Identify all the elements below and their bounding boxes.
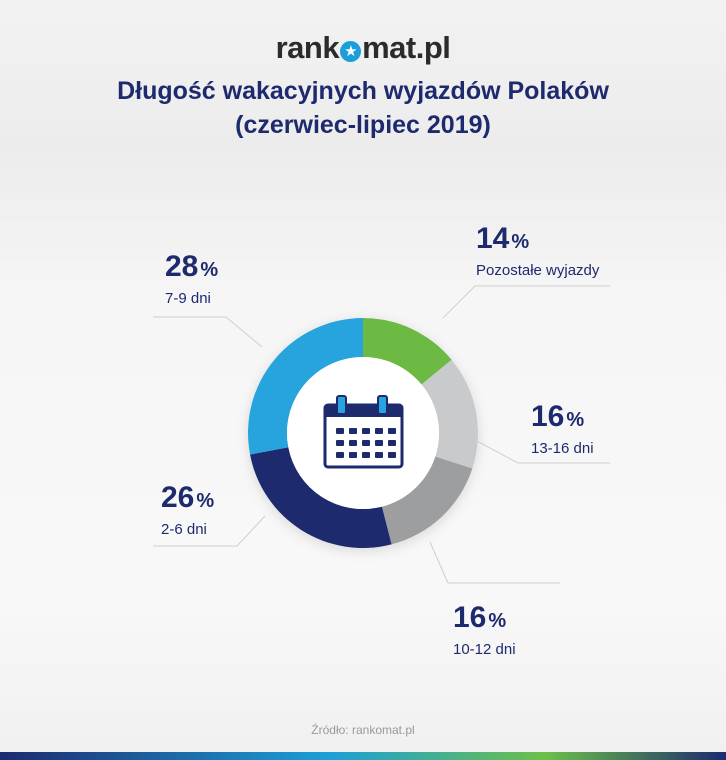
logo-star-icon: ★ [340, 41, 362, 62]
slice-value-label: 28 [165, 250, 199, 283]
slice-value-label: 16 [453, 601, 487, 634]
callout-7-9: 28% 7-9 dni [165, 250, 218, 309]
bottom-color-bar [0, 752, 726, 760]
percent-sign: % [200, 259, 219, 281]
leader-line-0 [442, 285, 610, 319]
callout-2-6: 26% 2-6 dni [161, 481, 214, 540]
chart-title-line-2: (czerwiec-lipiec 2019) [235, 111, 491, 139]
slice-category-label: Pozostałe wyjazdy [476, 262, 600, 279]
logo-text-start: rank [275, 30, 340, 65]
slice-category-label: 2-6 dni [161, 521, 207, 538]
source-note: Źródło: rankomat.pl [311, 723, 415, 737]
donut-slice-4 [248, 318, 363, 455]
slice-value-label: 16 [531, 400, 565, 433]
slice-category-label: 10-12 dni [453, 641, 516, 658]
brand-logo: rank ★ mat.pl [0, 30, 726, 66]
callout-percent: 14% [476, 222, 599, 259]
leader-line-4 [153, 316, 263, 348]
logo-text-end: mat.pl [362, 30, 451, 65]
leader-line-3 [153, 515, 266, 547]
percent-sign: % [488, 610, 507, 632]
slice-value-label: 14 [476, 222, 510, 255]
callout-percent: 16% [453, 601, 516, 638]
percent-sign: % [196, 490, 215, 512]
slice-category-label: 7-9 dni [165, 290, 211, 307]
callout-percent: 28% [165, 250, 218, 287]
callout-13-16: 16% 13-16 dni [531, 400, 594, 459]
callout-percent: 26% [161, 481, 214, 518]
donut-slice-3 [250, 447, 392, 548]
leader-line-1 [474, 439, 610, 464]
slice-value-label: 26 [161, 481, 195, 514]
percent-sign: % [566, 409, 585, 431]
callout-10-12: 16% 10-12 dni [453, 601, 516, 660]
donut-slice-2 [381, 456, 473, 545]
donut-slice-1 [421, 359, 478, 469]
percent-sign: % [511, 231, 530, 253]
chart-title: Długość wakacyjnych wyjazdów Polaków (cz… [0, 74, 726, 142]
callout-percent: 16% [531, 400, 594, 437]
leader-line-2 [429, 541, 560, 584]
calendar-icon [323, 395, 404, 469]
chart-title-line-1: Długość wakacyjnych wyjazdów Polaków [117, 77, 609, 105]
donut-slice-0 [363, 318, 452, 385]
callout-pozostale: 14% Pozostałe wyjazdy [476, 222, 599, 281]
slice-category-label: 13-16 dni [531, 440, 594, 457]
